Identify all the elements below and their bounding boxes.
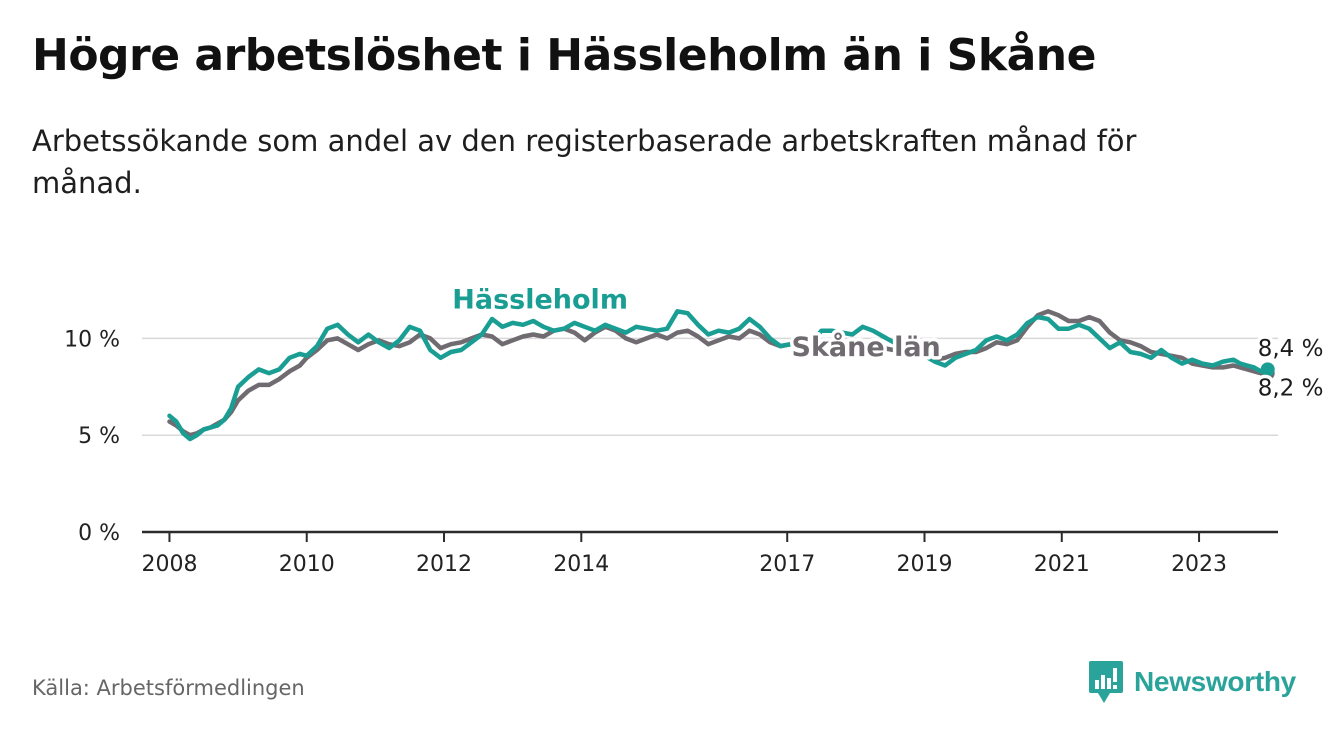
- brand-logo[interactable]: Newsworthy: [1088, 660, 1296, 704]
- x-tick-label: 2023: [1171, 552, 1227, 577]
- y-tick-label: 0 %: [78, 521, 120, 546]
- gridlines: [142, 337, 1278, 534]
- series-label-hassleholm-halo: Hässleholm: [452, 284, 628, 315]
- series-label-skane-halo: Skåne län: [792, 331, 941, 363]
- x-tick-label: 2021: [1034, 552, 1090, 577]
- series-lines: [167, 309, 1275, 442]
- x-tick-label: 2010: [279, 552, 335, 577]
- newsworthy-logo-icon: [1089, 661, 1123, 703]
- series-line-hassleholm: [167, 309, 1270, 442]
- x-tick-label: 2017: [759, 552, 815, 577]
- x-tick-label: 2014: [553, 552, 609, 577]
- series-endpoint-hassleholm: [1260, 362, 1275, 377]
- x-tick-label: 2008: [141, 552, 197, 577]
- y-tick-label: 10 %: [64, 327, 120, 352]
- series-label-hassleholm: Hässleholm: [452, 284, 628, 315]
- series-line-skane: [167, 309, 1270, 438]
- end-label-hassleholm-halo: 8,4 %: [1258, 336, 1324, 362]
- line-chart: 0 %5 %10 % 2008 2010 2012 2014 2017 2019 2021 2…: [64, 281, 1327, 577]
- end-label-skane-group: 8,2 %8,2 %: [1254, 372, 1327, 405]
- chart-title: Högre arbetslöshet i Hässleholm än i Skå…: [32, 30, 1096, 81]
- y-axis-ticks: 0 % 5 % 10 %: [64, 327, 120, 546]
- x-axis-ticks: 2008 2010 2012 2014 2017 2019 2021 2023: [141, 532, 1227, 577]
- end-label-hassleholm-group: 8,4 %8,4 %: [1254, 332, 1327, 365]
- chart-subtitle: Arbetssökande som andel av den registerb…: [32, 124, 1137, 200]
- end-label-skane: 8,2 %: [1258, 376, 1324, 402]
- brand-name: Newsworthy: [1134, 666, 1296, 697]
- end-label-hassleholm: 8,4 %: [1258, 336, 1324, 362]
- source-note: Källa: Arbetsförmedlingen: [32, 676, 305, 700]
- x-tick-label: 2012: [416, 552, 472, 577]
- y-tick-label: 5 %: [78, 424, 120, 449]
- end-label-skane-halo: 8,2 %: [1258, 376, 1324, 402]
- series-label-skane: Skåne län: [792, 331, 941, 363]
- x-tick-label: 2019: [897, 552, 953, 577]
